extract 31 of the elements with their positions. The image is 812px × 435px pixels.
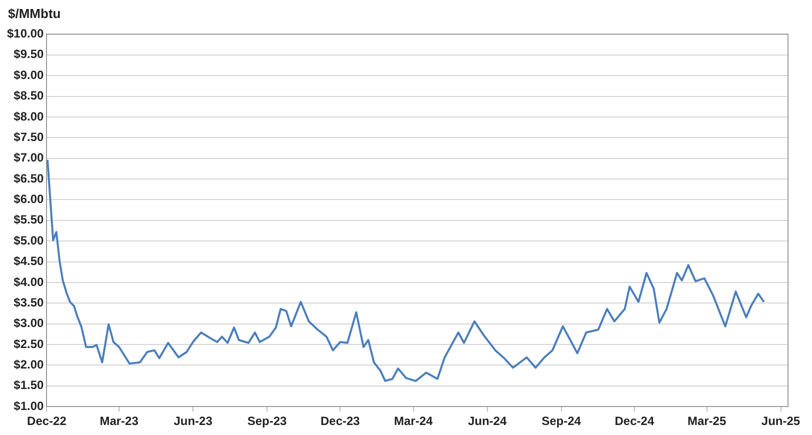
x-tick-label: Mar-24 <box>394 414 433 428</box>
y-tick-label: $5.00 <box>14 233 44 248</box>
x-tick-label: Mar-23 <box>100 414 139 428</box>
y-tick-label: $1.00 <box>14 398 44 413</box>
y-tick-label: $10.00 <box>7 26 44 41</box>
y-tick-label: $8.00 <box>14 109 44 124</box>
y-axis-title: $/MMbtu <box>8 6 61 21</box>
y-tick-label: $4.00 <box>14 274 44 289</box>
x-tick-label: Jun-24 <box>468 414 507 428</box>
y-tick-label: $9.00 <box>14 68 44 82</box>
y-tick-label: $1.50 <box>14 378 44 392</box>
x-tick-label: Dec-24 <box>614 414 654 428</box>
x-tick-label: Dec-23 <box>320 414 360 428</box>
y-tick-label: $2.50 <box>14 336 44 351</box>
x-tick-label: Mar-25 <box>687 414 726 428</box>
y-tick-label: $4.50 <box>14 254 44 268</box>
x-tick-label: Dec-22 <box>27 414 67 428</box>
x-tick-label: Jun-23 <box>174 414 213 428</box>
y-tick-label: $6.00 <box>14 192 44 206</box>
x-tick-label: Sep-23 <box>247 414 287 428</box>
y-tick-label: $3.00 <box>14 316 44 330</box>
y-tick-label: $9.50 <box>14 47 44 62</box>
y-tick-label: $8.50 <box>14 88 44 103</box>
y-tick-label: $2.00 <box>14 358 44 372</box>
y-tick-label: $6.50 <box>14 171 44 186</box>
y-tick-label: $7.00 <box>14 150 44 165</box>
y-tick-label: $7.50 <box>14 130 44 144</box>
y-tick-label: $5.50 <box>14 212 44 227</box>
x-tick-label: Jun-25 <box>761 414 800 428</box>
y-tick-label: $3.50 <box>14 295 44 310</box>
x-tick-label: Sep-24 <box>542 414 582 428</box>
